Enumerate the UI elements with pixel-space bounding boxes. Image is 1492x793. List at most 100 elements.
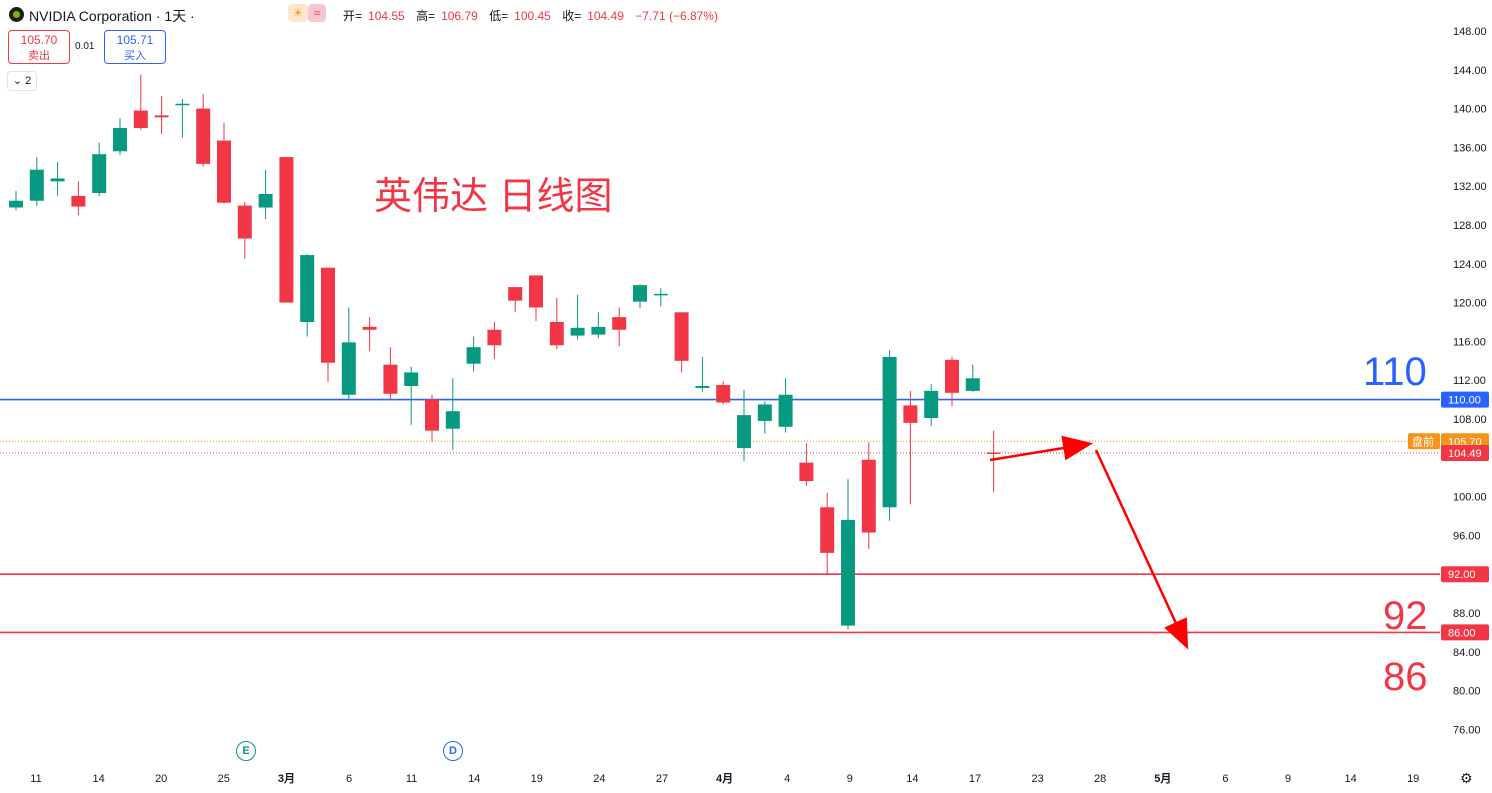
ohlc-values: 开= 104.55 高= 106.79 低= 100.45 收= 104.49 −7.7… [343, 9, 718, 23]
y-tick-label: 140.00 [1453, 104, 1487, 116]
candle-28[interactable] [591, 312, 606, 339]
sell-button[interactable]: 105.70 卖出 [8, 30, 70, 64]
candle-39[interactable] [820, 492, 835, 575]
x-tick-label: 9 [847, 773, 853, 785]
candle-12[interactable] [258, 169, 273, 220]
candle-45[interactable] [945, 356, 959, 407]
y-tick-label: 100.00 [1453, 492, 1487, 504]
candle-9[interactable] [196, 94, 211, 167]
candle-46[interactable] [965, 364, 980, 392]
spread-value: 0.01 [75, 41, 95, 52]
candle-33[interactable] [695, 356, 710, 392]
x-tick-label: 23 [1031, 773, 1043, 785]
candle-22[interactable] [466, 336, 481, 372]
earnings-event-marker[interactable]: E [236, 741, 256, 761]
candle-23[interactable] [487, 322, 502, 359]
y-tick-label: 76.00 [1453, 724, 1481, 736]
candle-40[interactable] [841, 479, 855, 630]
x-tick-label: 27 [656, 773, 668, 785]
price-tag-92.00 [1441, 566, 1489, 583]
indicator-collapse-button[interactable]: ⌄ 2 [7, 71, 37, 91]
candle-7[interactable] [154, 95, 169, 134]
candle-0[interactable] [9, 191, 23, 211]
candle-41[interactable] [861, 442, 876, 549]
candle-14[interactable] [300, 254, 315, 337]
candle-25[interactable] [529, 275, 543, 322]
price-tag-86.00 [1441, 624, 1489, 641]
candle-26[interactable] [549, 297, 564, 350]
candle-4[interactable] [92, 142, 107, 196]
symbol-title[interactable]: NVIDIA Corporation · 1天 · [29, 8, 195, 24]
candle-17[interactable] [362, 317, 377, 352]
premarket-tag [1408, 433, 1440, 450]
y-tick-label: 116.00 [1453, 336, 1486, 348]
close-value: 104.49 [587, 9, 624, 23]
candle-27[interactable] [570, 294, 585, 340]
premarket-tag-text: 盘前 [1412, 434, 1434, 448]
candle-2[interactable] [50, 161, 65, 196]
price-tag-text: 86.00 [1448, 627, 1476, 639]
candle-15[interactable] [321, 267, 335, 383]
candle-13[interactable] [279, 157, 294, 303]
price-tag-text: 110.00 [1448, 395, 1481, 407]
x-tick-label: 11 [406, 773, 417, 785]
level-110-label: 110 [1363, 350, 1427, 394]
y-tick-label: 80.00 [1453, 686, 1481, 698]
x-tick-label: 14 [92, 773, 104, 785]
candle-44[interactable] [924, 384, 939, 426]
candle-16[interactable] [341, 307, 356, 400]
x-tick-label: 19 [531, 773, 543, 785]
candle-24[interactable] [508, 287, 523, 313]
y-tick-label: 148.00 [1453, 26, 1487, 38]
forecast-arrows [989, 435, 1189, 650]
y-tick-label: 84.00 [1453, 647, 1481, 659]
candle-6[interactable] [133, 74, 148, 130]
x-tick-label: 19 [1407, 773, 1419, 785]
candle-34[interactable] [716, 381, 731, 405]
sun-cloud-icon[interactable]: ☀ [288, 4, 308, 22]
price-tag-text: 92.00 [1448, 569, 1476, 581]
candle-21[interactable] [445, 378, 460, 451]
candle-30[interactable] [633, 284, 647, 309]
candle-38[interactable] [799, 443, 814, 486]
candle-36[interactable] [757, 401, 772, 434]
settings-gear-icon[interactable]: ⚙ [1460, 770, 1473, 786]
candle-3[interactable] [71, 181, 86, 216]
candle-18[interactable] [383, 347, 398, 400]
buy-button[interactable]: 105.71 买入 [104, 30, 166, 64]
candle-11[interactable] [237, 201, 252, 259]
y-tick-label: 144.00 [1453, 65, 1487, 77]
x-tick-label: 4月 [716, 772, 733, 785]
wave-icon[interactable]: ≈ [308, 4, 326, 22]
x-tick-label: 9 [1285, 773, 1291, 785]
candle-43[interactable] [903, 390, 918, 505]
candle-8[interactable] [175, 98, 190, 138]
candle-32[interactable] [674, 312, 689, 373]
candle-37[interactable] [778, 378, 793, 433]
y-tick-label: 112.00 [1453, 375, 1486, 387]
dividend-event-marker[interactable]: D [443, 741, 463, 761]
candle-10[interactable] [217, 123, 231, 204]
sell-label: 卖出 [28, 50, 50, 62]
candle-1[interactable] [29, 157, 44, 206]
candle-19[interactable] [404, 366, 419, 425]
x-tick-label: 24 [593, 773, 605, 785]
x-tick-label: 17 [969, 773, 981, 785]
candle-35[interactable] [737, 389, 751, 461]
candle-31[interactable] [653, 288, 668, 307]
candle-5[interactable] [113, 118, 127, 156]
buy-label: 买入 [124, 50, 146, 62]
candle-20[interactable] [425, 394, 439, 442]
x-tick-label: 14 [468, 773, 480, 785]
x-tick-label: 11 [30, 773, 41, 785]
candle-42[interactable] [882, 350, 897, 521]
x-tick-label: 5月 [1154, 772, 1171, 785]
change-value: −7.71 (−6.87%) [635, 9, 718, 23]
low-value: 100.45 [514, 9, 551, 23]
candle-47[interactable] [986, 430, 1001, 493]
y-tick-label: 124.00 [1453, 259, 1487, 271]
forecast-arrow-down [1094, 449, 1189, 650]
candle-29[interactable] [612, 307, 627, 347]
y-tick-label: 136.00 [1453, 142, 1487, 154]
